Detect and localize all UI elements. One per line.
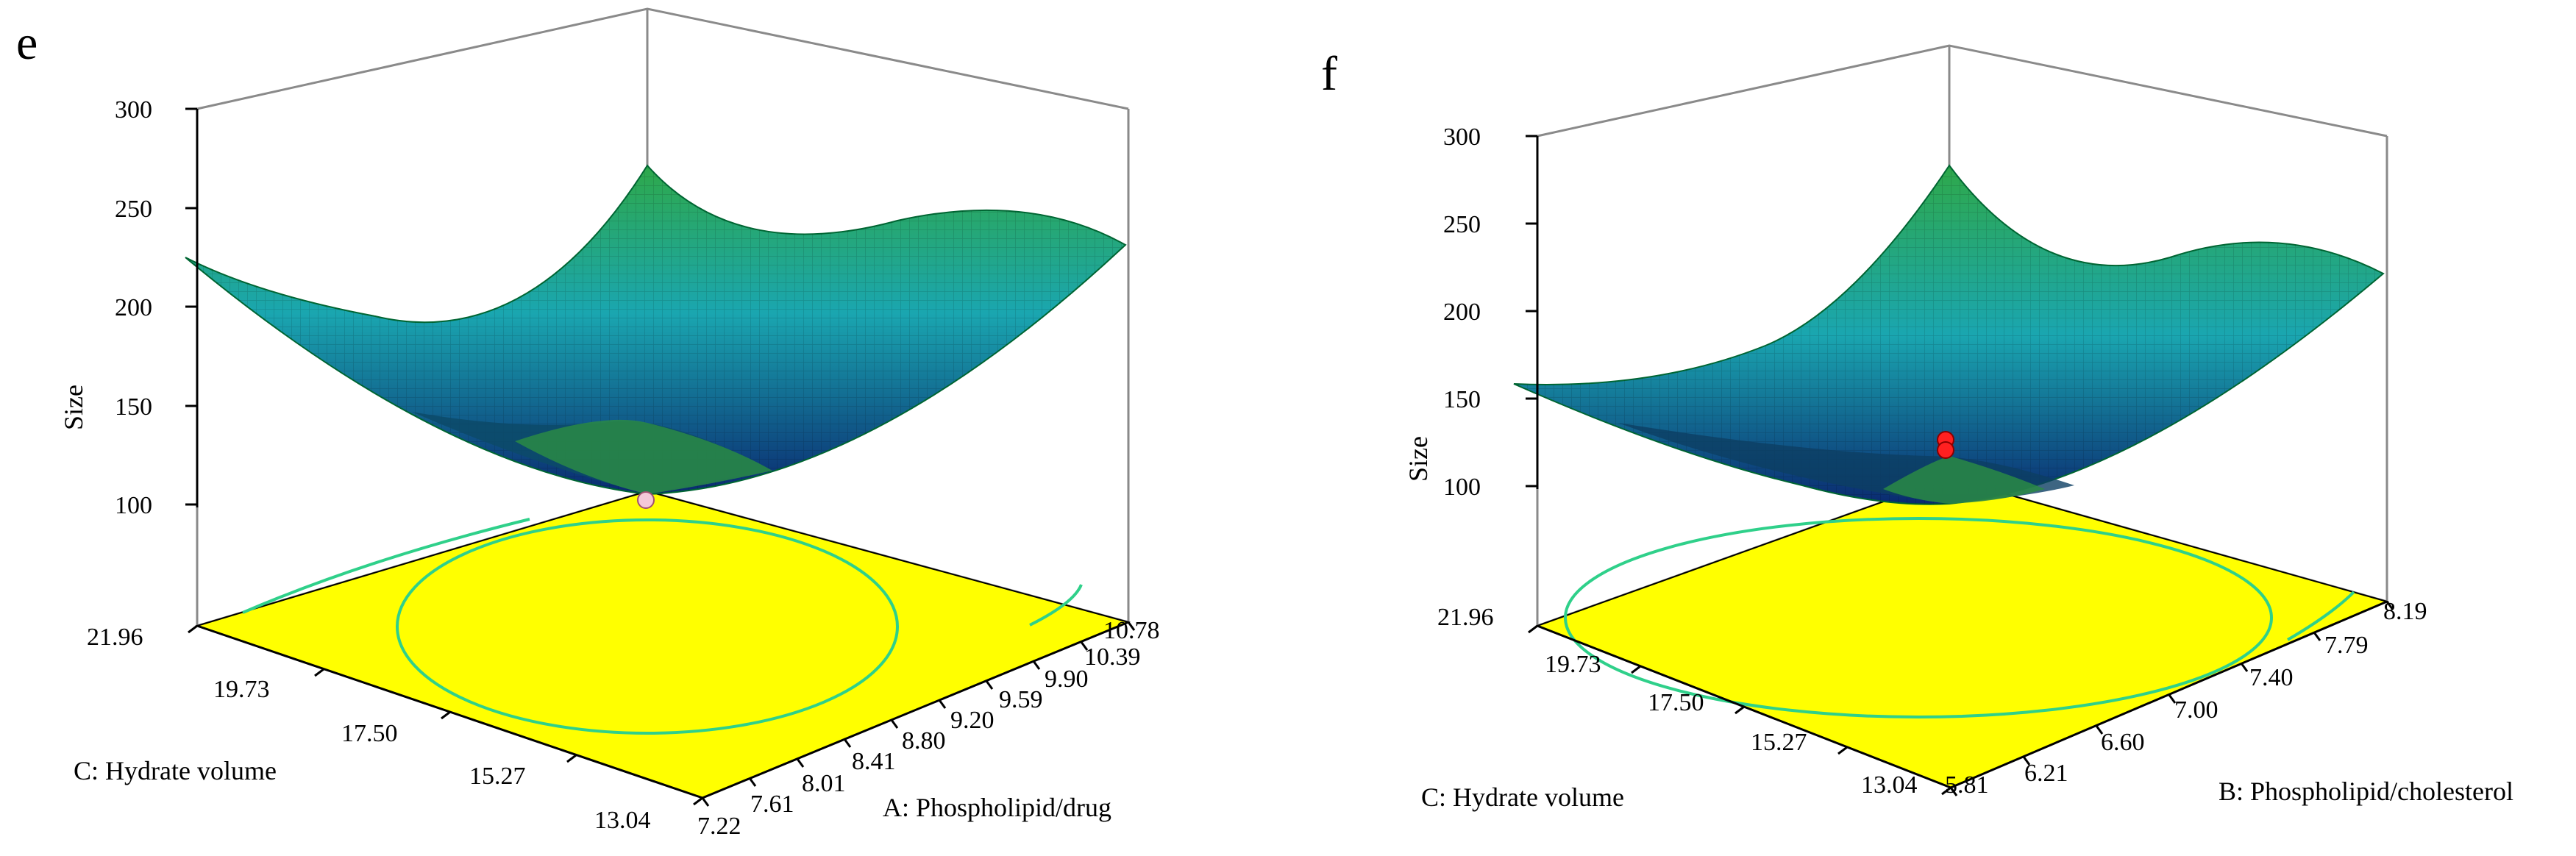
panel-e-floor-contour-left [242, 518, 530, 614]
panel-f-surface-valley-green [1883, 456, 2045, 504]
panel-e-x-tick [890, 719, 899, 729]
panel-f-y-tick [1837, 746, 1848, 755]
panel-f-x-tick [2240, 663, 2249, 672]
panel-e-surface-valley-green [515, 419, 772, 494]
panel-e-floor-contour-right [1029, 584, 1083, 627]
panel-e-letter: e [16, 16, 38, 70]
panel-f-x-tick-label: 6.60 [2101, 729, 2145, 756]
panel-e-z-tick-label: 300 [115, 96, 152, 124]
panel-f-z-tick-label: 300 [1443, 124, 1481, 151]
panel-e-design-point [637, 491, 655, 509]
panel-f-surface-mesh [1514, 165, 2383, 504]
panel-e-y-tick [566, 754, 577, 763]
panel-f-design-point [1937, 441, 1954, 459]
panel-e-x-tick [985, 680, 994, 690]
panel-e-x-tick-label: 9.20 [950, 707, 995, 734]
panel-e-z-tick-label: 250 [115, 196, 152, 223]
panel-e-x-tick [796, 758, 805, 768]
panel-f-z-tick-label: 150 [1443, 386, 1481, 413]
panel-e-y-tick-label: 13.04 [594, 807, 651, 834]
panel-f-x-tick-label: 8.19 [2383, 598, 2427, 625]
panel-f-x-tick-label: 7.40 [2249, 664, 2294, 691]
panel-f-y-ticks: 21.96 19.73 17.50 15.27 13.04 [1437, 604, 1951, 799]
panel-f-x-tick-label: 5.81 [1945, 771, 1989, 799]
panel-f-x-tick [2095, 725, 2104, 735]
panel-e-x-ticks: 7.22 7.61 8.01 8.41 8.80 9.20 9.59 9.90 … [697, 617, 1160, 840]
panel-e-y-label: C: Hydrate volume [74, 756, 277, 785]
panel-f-x-tick [2385, 601, 2394, 610]
panel-f-z-tick-label: 100 [1443, 474, 1481, 501]
panel-f-y-tick-label: 19.73 [1545, 651, 1601, 678]
panel-e: e 300 250 200 150 100 Size [16, 7, 1160, 840]
panel-f-z-tick-label: 250 [1443, 211, 1481, 238]
panel-e-y-tick-label: 19.73 [213, 676, 270, 703]
panel-e-y-tick [693, 796, 703, 806]
panel-f-x-tick-label: 6.21 [2024, 760, 2068, 787]
panel-e-y-tick-label: 15.27 [469, 763, 526, 790]
panel-f-y-tick [1734, 705, 1745, 715]
panel-f-x-tick [2168, 694, 2177, 704]
panel-e-x-tick [1127, 621, 1136, 631]
panel-e-x-tick-label: 10.78 [1103, 617, 1160, 644]
panel-e-y-tick-label: 17.50 [341, 720, 398, 747]
panel-e-x-tick-label: 8.80 [902, 727, 946, 755]
panel-e-x-tick-label: 7.22 [697, 813, 741, 840]
panel-f-z-label: Size [1403, 436, 1433, 482]
panel-f-y-tick [1941, 786, 1951, 796]
panel-e-z-tick-label: 100 [115, 492, 152, 519]
panel-e-y-tick [188, 624, 198, 634]
panel-f: f 300 250 200 150 100 Size [1321, 44, 2513, 812]
panel-e-z-label: Size [59, 385, 88, 430]
panel-f-x-ticks: 5.81 6.21 6.60 7.00 7.40 7.79 8.19 [1945, 598, 2427, 799]
panel-e-x-tick [701, 797, 710, 807]
panel-f-letter: f [1321, 47, 1337, 101]
panel-f-x-tick [2022, 756, 2031, 766]
panel-e-x-tick [1080, 641, 1089, 651]
panel-e-y-tick [441, 710, 451, 720]
panel-e-z-tick-label: 150 [115, 393, 152, 421]
panel-f-z-ticks: 300 250 200 150 100 [1443, 124, 1537, 501]
panel-e-y-tick [314, 668, 324, 677]
panel-f-z-tick-label: 200 [1443, 299, 1481, 326]
panel-e-floor-contour-inner [396, 518, 899, 735]
panel-e-x-tick-label: 9.59 [999, 686, 1043, 713]
panel-e-x-label: A: Phospholipid/drug [883, 793, 1111, 822]
panel-f-y-tick-label: 21.96 [1437, 604, 1494, 631]
panel-e-floor [194, 490, 1131, 799]
panel-f-y-label: C: Hydrate volume [1421, 782, 1624, 812]
panel-e-x-tick-label: 10.39 [1084, 643, 1141, 671]
panel-e-x-tick-label: 8.41 [852, 748, 896, 775]
panel-f-y-tick-label: 13.04 [1861, 771, 1918, 799]
panel-f-y-tick [1528, 624, 1538, 634]
panel-f-x-tick [1949, 787, 1958, 796]
panel-f-x-tick-label: 7.00 [2174, 696, 2219, 724]
panel-f-floor-contour-inner [1564, 517, 2273, 718]
panel-e-x-tick [748, 777, 757, 787]
panel-f-x-label: B: Phospholipid/cholesterol [2219, 777, 2513, 806]
panel-f-y-tick [1631, 665, 1641, 674]
panel-e-x-tick-label: 7.61 [750, 791, 794, 818]
panel-e-x-tick [938, 699, 947, 709]
panel-f-floor [1535, 477, 2389, 789]
panel-f-x-tick-label: 7.79 [2324, 632, 2369, 659]
panel-f-y-tick-label: 15.27 [1751, 729, 1807, 756]
panel-e-y-tick-label: 21.96 [87, 624, 143, 651]
panel-e-z-tick-label: 200 [115, 294, 152, 321]
panel-e-x-tick-label: 8.01 [802, 770, 846, 797]
panel-e-surface-mesh [185, 165, 1125, 494]
panel-e-x-tick-label: 9.90 [1045, 666, 1089, 693]
panel-e-x-axis [702, 621, 1129, 799]
panel-e-x-tick [843, 738, 852, 748]
panel-e-y-ticks: 21.96 19.73 17.50 15.27 13.04 [87, 624, 703, 834]
panel-f-floor-contour-right [2286, 591, 2355, 641]
panel-e-z-ticks: 300 250 200 150 100 [115, 96, 197, 519]
panel-f-x-tick [2313, 632, 2321, 641]
panel-e-x-tick [1032, 660, 1041, 670]
panel-f-y-tick-label: 17.50 [1648, 689, 1704, 716]
